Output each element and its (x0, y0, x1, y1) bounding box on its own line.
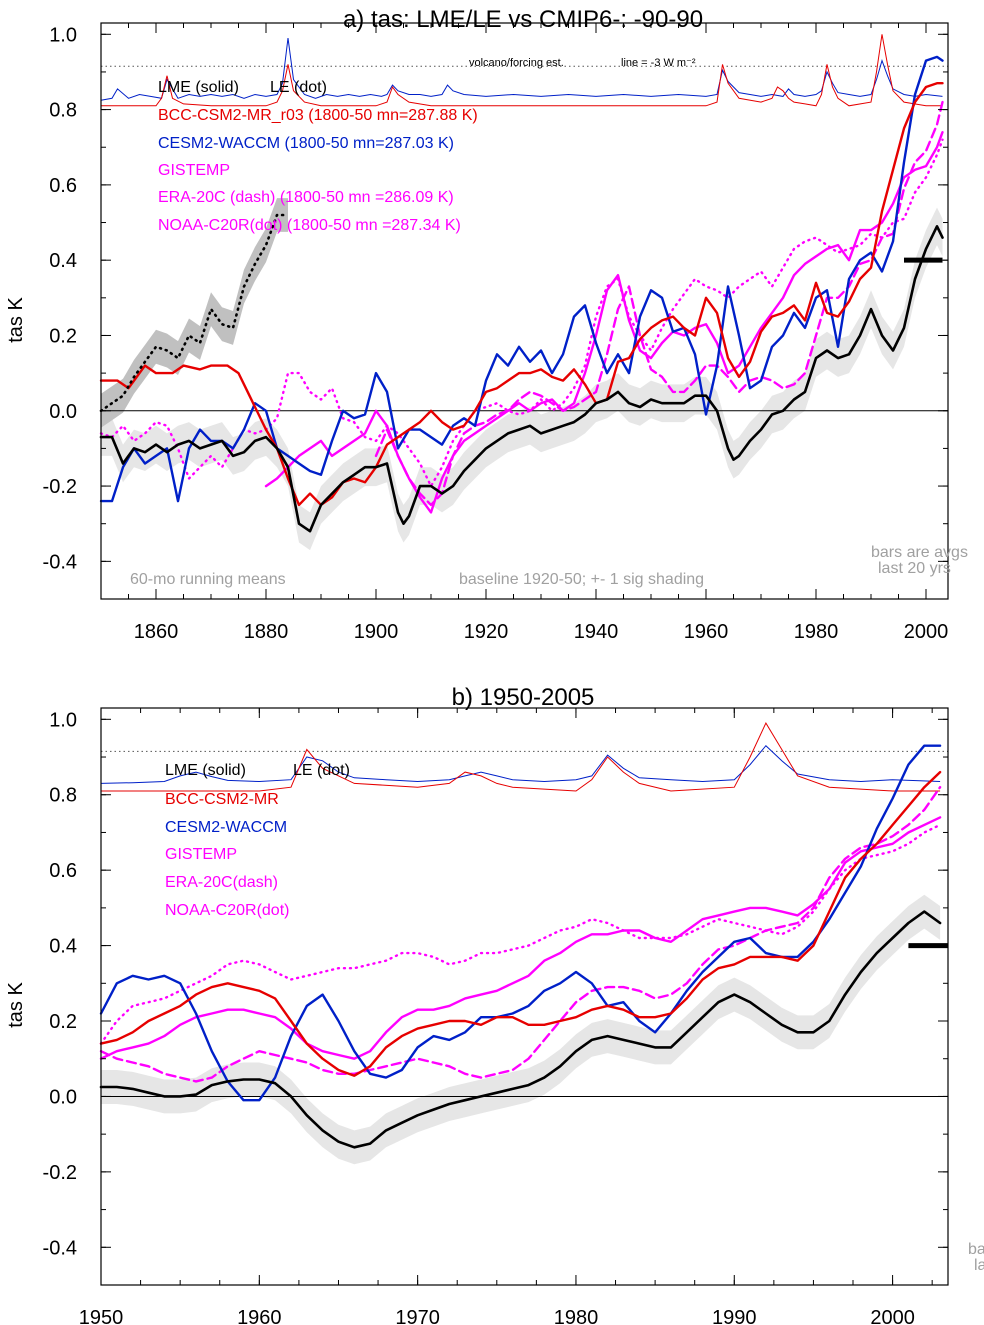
panel-b-title: b) 1950-2005 (452, 684, 595, 711)
series-line-lme (99, 225, 944, 533)
legend-lme: LME (solid) (165, 762, 246, 779)
series-line-bcc-csm2-mr (99, 770, 942, 1077)
forcing-line-bcc-csm2-mr-forcing (101, 722, 941, 792)
x-tick-label: 1980 (554, 1307, 599, 1325)
legend-bcc: BCC-CSM2-MR_r03 (1800-50 mn=287.88 K) (158, 107, 478, 124)
series-line-cesm2-waccm (99, 744, 942, 1102)
bars-note-line2: la (974, 1257, 984, 1274)
y-tick-label: 0.0 (49, 401, 77, 423)
legend-gistemp: GISTEMP (165, 846, 237, 863)
y-tick-label: -0.4 (43, 551, 77, 573)
x-tick-label: 1900 (354, 621, 399, 643)
x-tick-label: 1980 (794, 621, 839, 643)
y-tick-label: 0.6 (49, 175, 77, 197)
y-tick-label: 0.4 (49, 936, 77, 958)
x-tick-label: 1950 (79, 1307, 124, 1325)
series-line-noaa-c20r (99, 823, 942, 1045)
x-tick-label: 1880 (244, 621, 289, 643)
panel-a-ylabel: tas K (5, 297, 27, 343)
x-tick-label: 1960 (237, 1307, 282, 1325)
panel-b-forcing-lines (100, 722, 941, 792)
panel-b-axes: -0.4 -0.2 0.0 0.2 0.4 0.6 0.8 1.0 1950 1960 1970 19… (43, 707, 949, 1325)
bars-note-line2: last 20 yrs (878, 560, 951, 577)
panel-b-series (99, 744, 942, 1149)
shade-band-lme (101, 207, 943, 551)
series-line-gistemp (99, 816, 942, 1060)
series-line-bcc-csm2-mr-r03 (99, 81, 944, 507)
y-tick-label: 0.0 (49, 1086, 77, 1108)
x-tick-label: 1860 (134, 621, 179, 643)
y-tick-label: 0.8 (49, 100, 77, 122)
y-tick-label: 0.2 (49, 1011, 77, 1033)
legend-noaa: NOAA-C20R(dot) (165, 902, 289, 919)
legend-gistemp: GISTEMP (158, 162, 230, 179)
series-line-era-20c (99, 786, 942, 1083)
series-line-le (99, 213, 290, 413)
y-tick-label: 1.0 (49, 24, 77, 46)
panel-a-shades (101, 198, 943, 551)
panel-a-series (99, 55, 944, 533)
x-tick-label: 1920 (464, 621, 509, 643)
x-tick-label: 1960 (684, 621, 729, 643)
shade-band-le (101, 198, 288, 428)
legend-bcc: BCC-CSM2-MR (165, 791, 279, 808)
x-tick-label: 2000 (904, 621, 949, 643)
panel-a-title: a) tas: LME/LE vs CMIP6-: -90-90 (343, 6, 703, 33)
x-tick-label: 1990 (712, 1307, 757, 1325)
bars-note-line1: bars are avgs (871, 544, 968, 561)
panel-b-shades (101, 894, 941, 1165)
legend-cesm: CESM2-WACCM (165, 819, 287, 836)
shade-band-lme (101, 894, 941, 1165)
legend-era20c: ERA-20C (dash) (1800-50 mn =286.09 K) (158, 189, 454, 206)
running-means-note: 60-mo running means (130, 571, 286, 588)
series-line-era-20c (374, 100, 944, 507)
forcing-line-bcc-csm2-mr-forcing (101, 34, 943, 107)
x-tick-label: 1970 (395, 1307, 440, 1325)
y-tick-label: -0.4 (43, 1237, 77, 1259)
legend-era20c: ERA-20C(dash) (165, 874, 278, 891)
forcing-line-cesm2-waccm-forcing (100, 744, 941, 784)
legend-lme: LME (solid) (158, 79, 239, 96)
panel-b-ylabel: tas K (5, 982, 27, 1028)
series-line-gistemp (264, 130, 944, 514)
series-line-cesm2-waccm (99, 55, 944, 503)
x-tick-label: 1940 (574, 621, 619, 643)
legend-le: LE (dot) (270, 79, 327, 96)
y-tick-label: -0.2 (43, 476, 77, 498)
legend-noaa: NOAA-C20R(dot) (1800-50 mn =287.34 K) (158, 217, 461, 234)
panel-b: b) 1950-2005 tas K -0.4 -0.2 0.0 0.2 0.4 0.6 0… (5, 684, 984, 1325)
bars-note-line1: ba (968, 1241, 984, 1258)
y-tick-label: 0.2 (49, 325, 77, 347)
plot-frame (100, 22, 949, 600)
volcano-forcing-note: volcano/forcing est. (469, 57, 564, 69)
legend-le: LE (dot) (293, 762, 350, 779)
panel-a-legend: LME (solid) LE (dot) BCC-CSM2-MR_r03 (18… (158, 79, 478, 234)
panel-a: a) tas: LME/LE vs CMIP6-: -90-90 tas K -… (5, 6, 968, 643)
x-tick-label: 2000 (870, 1307, 915, 1325)
panel-a-axes: -0.4 -0.2 0.0 0.2 0.4 0.6 0.8 1.0 1860 1880 1900 19… (43, 22, 949, 643)
y-tick-label: 0.6 (49, 860, 77, 882)
panel-b-legend: LME (solid) LE (dot) BCC-CSM2-MR CESM2-W… (165, 762, 350, 919)
y-tick-label: 1.0 (49, 709, 77, 731)
plot-frame (100, 707, 949, 1286)
series-line-lme (99, 910, 942, 1149)
y-tick-label: 0.4 (49, 250, 77, 272)
forcing-scale-note: line = -3 W m⁻² (621, 57, 696, 69)
baseline-note: baseline 1920-50; +- 1 sig shading (459, 571, 704, 588)
panel-a-forcing-lines (100, 34, 943, 107)
legend-cesm: CESM2-WACCM (1800-50 mn=287.03 K) (158, 135, 454, 152)
y-tick-label: -0.2 (43, 1162, 77, 1184)
y-tick-label: 0.8 (49, 785, 77, 807)
